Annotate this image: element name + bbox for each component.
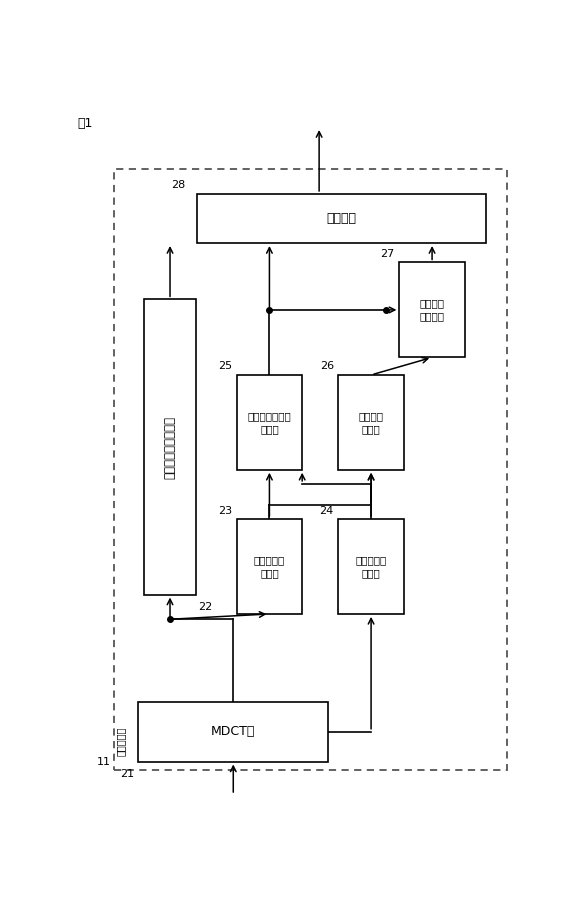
Text: 拡張係数
量子化部: 拡張係数 量子化部: [420, 299, 445, 321]
FancyBboxPatch shape: [197, 194, 486, 243]
FancyBboxPatch shape: [338, 519, 404, 614]
Text: 26: 26: [319, 362, 334, 372]
Text: 高域特徴量
算出部: 高域特徴量 算出部: [356, 555, 387, 578]
FancyBboxPatch shape: [399, 262, 465, 357]
Text: 低域特徴量
算出部: 低域特徴量 算出部: [254, 555, 285, 578]
Text: 図1: 図1: [78, 117, 93, 130]
Text: 24: 24: [319, 506, 334, 516]
FancyBboxPatch shape: [338, 375, 404, 470]
Text: 22: 22: [198, 602, 213, 612]
Text: スペクトル量子化部: スペクトル量子化部: [163, 415, 177, 478]
Text: 28: 28: [171, 181, 186, 191]
Text: 23: 23: [218, 506, 232, 516]
Text: 11: 11: [97, 757, 111, 767]
Text: 拡張係数
算出部: 拡張係数 算出部: [359, 411, 384, 434]
FancyBboxPatch shape: [237, 519, 302, 614]
Text: 25: 25: [218, 362, 232, 372]
Text: 21: 21: [120, 769, 134, 779]
FancyBboxPatch shape: [138, 702, 328, 761]
Text: 符号化部: 符号化部: [326, 212, 357, 225]
Text: スペクトル特性
決定部: スペクトル特性 決定部: [248, 411, 292, 434]
Text: 27: 27: [381, 249, 395, 259]
Text: 符号化装置: 符号化装置: [115, 727, 125, 756]
FancyBboxPatch shape: [114, 169, 507, 771]
FancyBboxPatch shape: [237, 375, 302, 470]
Text: MDCT部: MDCT部: [211, 725, 255, 739]
FancyBboxPatch shape: [144, 299, 196, 594]
